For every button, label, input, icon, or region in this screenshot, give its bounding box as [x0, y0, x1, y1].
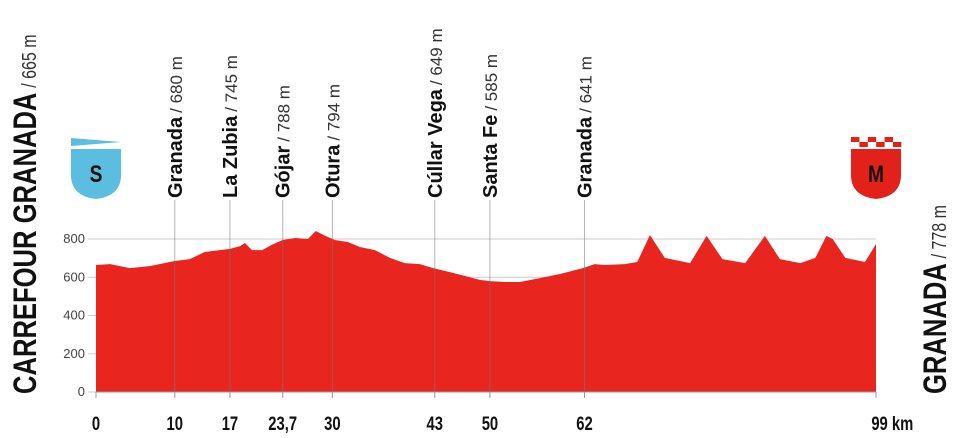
waypoint-label: La Zubia / 745 m — [220, 55, 242, 198]
waypoint-label: Gójar / 788 m — [273, 85, 295, 198]
start-icon-letter: S — [90, 160, 103, 188]
y-tick-label: 600 — [63, 269, 85, 284]
waypoint-label: Otura / 794 m — [322, 84, 344, 198]
waypoint-name: Cúllar Vega — [425, 88, 447, 198]
finish-icon: M — [851, 137, 902, 199]
x-tick-label: 30 — [324, 413, 340, 434]
waypoint-label: Granada / 641 m — [574, 56, 596, 198]
waypoint-label: Cúllar Vega / 649 m — [425, 28, 447, 198]
start-label: CARREFOUR GRANADA / 665 m — [8, 34, 43, 394]
elevation-area — [96, 231, 876, 392]
start-shield — [71, 149, 121, 199]
x-tick-label: 17 — [222, 413, 238, 434]
x-tick-label: 10 — [167, 413, 183, 434]
waypoint-altitude: / 641 m — [576, 56, 595, 113]
waypoint-altitude: / 585 m — [482, 54, 501, 111]
x-tick-label: 62 — [576, 413, 592, 434]
waypoint-label: Granada / 680 m — [165, 56, 187, 198]
x-tick-label: 99 km — [871, 413, 913, 434]
finish-check — [859, 142, 868, 147]
waypoint-name: Santa Fe — [480, 115, 502, 198]
waypoint-altitude: / 788 m — [275, 85, 294, 142]
waypoint-name: Otura — [322, 144, 344, 198]
waypoint-name: Granada — [165, 116, 187, 198]
finish-check — [867, 137, 877, 142]
finish-check — [893, 142, 902, 147]
x-tick-label: 0 — [92, 413, 100, 434]
x-tick-label: 50 — [482, 413, 498, 434]
waypoint-altitude: / 745 m — [222, 55, 241, 112]
x-tick-label: 43 — [427, 413, 443, 434]
waypoint-altitude: / 794 m — [324, 84, 343, 141]
start-altitude: / 665 m — [18, 34, 40, 87]
y-tick-label: 800 — [63, 231, 85, 246]
start-icon: S — [71, 138, 121, 199]
waypoint-altitude: / 649 m — [427, 28, 446, 85]
y-tick-label: 200 — [63, 346, 85, 361]
y-tick-label: 400 — [63, 308, 85, 323]
waypoint-name: Gójar — [273, 146, 295, 198]
finish-altitude: / 778 m — [928, 205, 950, 258]
finish-check — [851, 137, 860, 142]
start-name: CARREFOUR GRANADA — [8, 93, 43, 394]
waypoint-name: La Zubia — [220, 115, 242, 198]
start-flag — [71, 138, 121, 146]
finish-label: GRANADA / 778 m — [918, 205, 953, 394]
waypoint-label: Santa Fe / 585 m — [480, 54, 502, 198]
finish-check — [876, 142, 885, 147]
finish-shield — [851, 149, 901, 199]
x-tick-label: 23,7 — [268, 413, 297, 434]
y-tick-label: 0 — [78, 384, 85, 399]
finish-icon-letter: M — [868, 160, 884, 188]
finish-name: GRANADA — [918, 263, 953, 394]
waypoint-altitude: / 680 m — [167, 56, 186, 113]
waypoint-name: Granada — [574, 116, 596, 198]
finish-check — [884, 137, 893, 142]
